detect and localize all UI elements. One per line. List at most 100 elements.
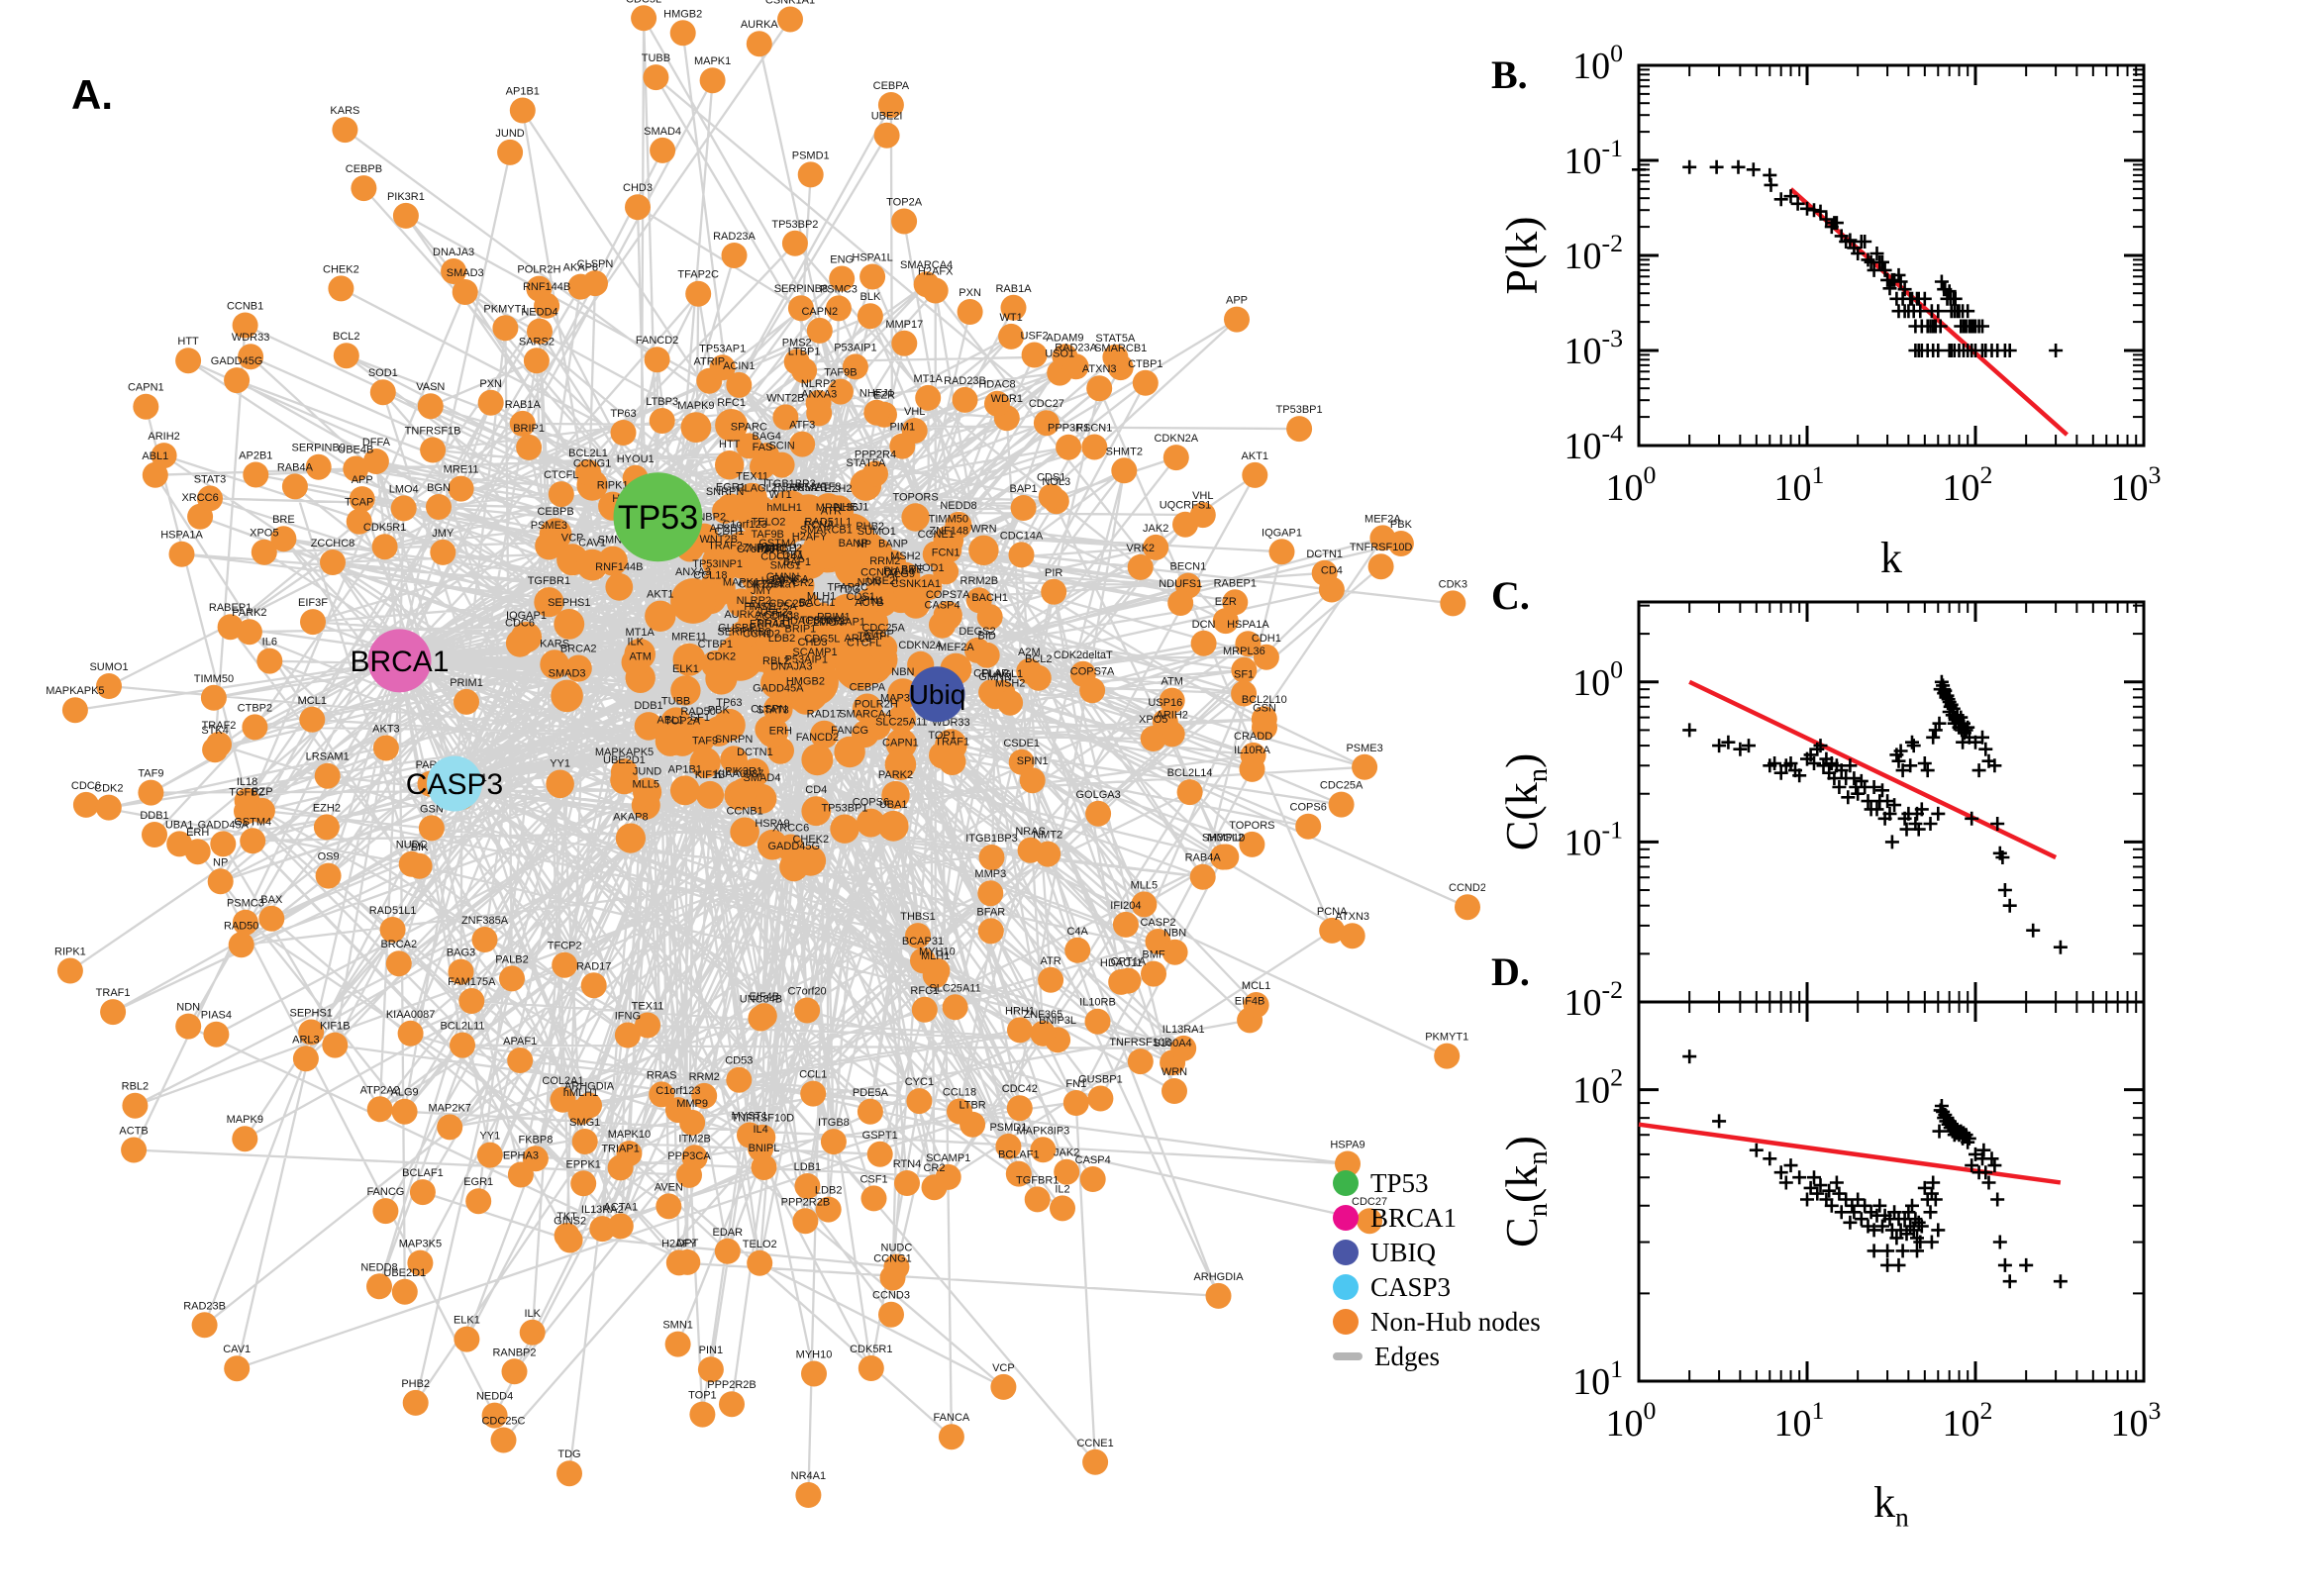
svg-text:RANBP2: RANBP2 (492, 1347, 536, 1358)
svg-text:KIAA0087: KIAA0087 (715, 768, 764, 780)
svg-text:SNRPN: SNRPN (706, 486, 745, 498)
svg-text:CAV1: CAV1 (578, 538, 606, 549)
svg-text:RBL2: RBL2 (122, 1081, 150, 1093)
svg-text:WNT2B: WNT2B (766, 392, 805, 404)
svg-text:NP: NP (857, 539, 871, 550)
svg-text:BRIP1: BRIP1 (513, 423, 545, 435)
svg-text:MAP3K5: MAP3K5 (399, 1239, 442, 1250)
svg-text:PRIM1: PRIM1 (817, 612, 851, 624)
svg-text:TAF9: TAF9 (138, 768, 163, 780)
svg-text:BAX: BAX (260, 894, 283, 906)
svg-text:TDG: TDG (838, 584, 860, 596)
svg-text:BGN: BGN (427, 482, 451, 494)
svg-text:UBE2I: UBE2I (871, 111, 903, 123)
svg-text:FANCG: FANCG (366, 1186, 404, 1198)
svg-text:RAD50: RAD50 (224, 920, 258, 932)
svg-text:ITM2B: ITM2B (678, 1133, 710, 1145)
svg-text:XPO5: XPO5 (1139, 714, 1167, 726)
svg-text:TNFRSF10D: TNFRSF10D (1350, 542, 1413, 553)
svg-text:MYH10: MYH10 (796, 1349, 833, 1361)
svg-text:CEBPA: CEBPA (873, 80, 910, 92)
svg-text:COPS6: COPS6 (1290, 802, 1327, 814)
svg-text:LDB1: LDB1 (794, 1161, 822, 1173)
network-graph: TCAP IFI204 H2AFY ZCCHC8 CDS1 hMLH1 MRPL36 BAP1… (46, 0, 1485, 1508)
svg-text:P53AIP1: P53AIP1 (834, 342, 876, 353)
non-hub-node-labels: TCAP IFI204 H2AFY ZCCHC8 CDS1 hMLH1 MRPL36 BAP1… (46, 0, 1485, 1482)
svg-text:CDK2: CDK2 (707, 650, 736, 662)
svg-text:MAPKAPK5: MAPKAPK5 (595, 747, 654, 758)
svg-text:RAB4A: RAB4A (1185, 852, 1222, 864)
svg-text:CASP4: CASP4 (1075, 1154, 1111, 1166)
svg-text:GSN: GSN (1253, 703, 1276, 715)
svg-text:SMARCA4: SMARCA4 (839, 709, 891, 721)
svg-text:MYH10: MYH10 (919, 947, 956, 958)
svg-text:C7orf20: C7orf20 (737, 544, 775, 555)
svg-text:MLL5: MLL5 (633, 779, 660, 791)
svg-text:BID: BID (978, 631, 996, 643)
svg-text:AURKA: AURKA (724, 609, 762, 621)
svg-text:NBN: NBN (1163, 928, 1186, 940)
svg-text:CDK5R1: CDK5R1 (363, 522, 406, 534)
svg-text:H2AFY: H2AFY (661, 1238, 697, 1249)
svg-text:CDC25C: CDC25C (768, 598, 812, 610)
svg-text:IFI204: IFI204 (1110, 900, 1141, 912)
svg-text:AP2B1: AP2B1 (239, 450, 272, 462)
svg-text:EZR: EZR (1215, 596, 1237, 608)
svg-text:IL10RA: IL10RA (1234, 745, 1270, 756)
svg-text:ILK: ILK (627, 637, 644, 648)
svg-text:MAPK10: MAPK10 (608, 1129, 651, 1141)
hub-node-ubiq: Ubiq (909, 666, 965, 723)
svg-text:HYOU1: HYOU1 (617, 453, 655, 465)
svg-text:hMLH1: hMLH1 (766, 502, 801, 514)
svg-text:RNF144B: RNF144B (523, 281, 570, 293)
svg-text:DDB1: DDB1 (634, 700, 662, 712)
svg-text:ARIH2: ARIH2 (1156, 709, 1187, 721)
legend-item-label: UBIQ (1370, 1237, 1436, 1267)
svg-text:SMG1: SMG1 (569, 1117, 600, 1129)
svg-text:FANCD2: FANCD2 (796, 732, 839, 744)
svg-text:BRE: BRE (272, 514, 295, 526)
svg-text:RRAS: RRAS (647, 1069, 677, 1081)
svg-text:SLC25A11: SLC25A11 (875, 717, 927, 729)
svg-text:ERH: ERH (769, 726, 792, 738)
legend-item-edges: Edges (1333, 1343, 1541, 1369)
svg-text:WT1: WT1 (769, 489, 792, 501)
neighborhood-connectivity-chart: 102 101 100 101 102 103 Cn(kn) kn (1485, 1000, 2323, 1596)
svg-text:PIR: PIR (1045, 567, 1062, 579)
svg-text:PCNA: PCNA (1317, 906, 1348, 918)
svg-text:VCP: VCP (561, 532, 584, 544)
svg-text:CDC25A: CDC25A (1320, 780, 1364, 792)
svg-text:TP63: TP63 (716, 697, 742, 709)
svg-text:KIF1B: KIF1B (320, 1021, 351, 1033)
svg-text:EZH2: EZH2 (824, 483, 852, 495)
svg-text:CCL18: CCL18 (943, 1087, 976, 1099)
svg-text:TUBB: TUBB (642, 52, 670, 64)
svg-text:CDC6: CDC6 (71, 780, 101, 792)
svg-text:YY1: YY1 (479, 1131, 500, 1143)
svg-text:ZNF365: ZNF365 (1024, 1009, 1063, 1021)
svg-text:PIN1: PIN1 (699, 1345, 723, 1356)
svg-text:CYC1: CYC1 (905, 1076, 934, 1088)
svg-text:BRE: BRE (901, 563, 924, 575)
svg-text:DFFA: DFFA (362, 437, 391, 449)
svg-text:KARS: KARS (540, 638, 569, 649)
svg-text:CHD3: CHD3 (798, 637, 828, 648)
svg-text:FANCG: FANCG (831, 725, 868, 737)
svg-text:BRIP1: BRIP1 (785, 623, 817, 635)
svg-text:RRM2: RRM2 (689, 1071, 720, 1083)
svg-text:A2M: A2M (1018, 647, 1041, 658)
svg-text:SERPINB8: SERPINB8 (774, 283, 828, 295)
svg-text:RAD23A: RAD23A (713, 231, 756, 243)
svg-text:GMNN: GMNN (978, 671, 1012, 683)
svg-text:ACTB: ACTB (855, 597, 883, 609)
svg-text:MMP9: MMP9 (676, 1098, 708, 1110)
svg-text:CDH1: CDH1 (714, 526, 744, 538)
svg-text:ILK: ILK (524, 1308, 541, 1320)
legend-item-label: Non-Hub nodes (1370, 1306, 1541, 1337)
legend-item-label: BRCA1 (1370, 1202, 1458, 1233)
svg-text:IL13RA1: IL13RA1 (1162, 1024, 1205, 1036)
svg-text:NEDD4: NEDD4 (521, 307, 557, 319)
svg-text:DCTN1: DCTN1 (1306, 549, 1343, 560)
svg-text:Cn(kn): Cn(kn) (1496, 1136, 1554, 1247)
svg-text:100: 100 (1572, 39, 1623, 87)
